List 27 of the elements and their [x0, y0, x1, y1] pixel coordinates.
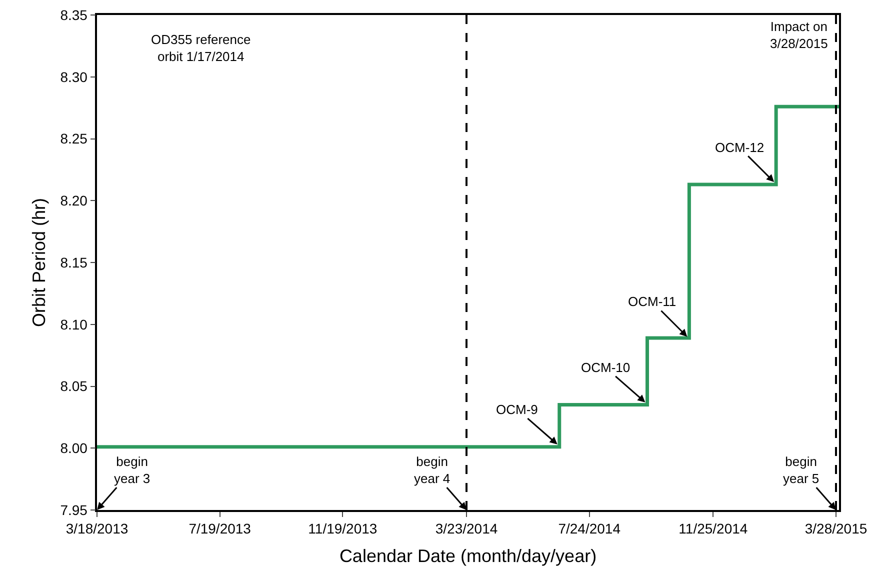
annotation: begin year 3	[114, 454, 150, 486]
annotation: OCM-11	[628, 294, 676, 309]
y-tick-label: 8.10	[60, 316, 88, 332]
x-tick-label: 11/19/2013	[308, 520, 378, 537]
annotation: begin year 4	[414, 454, 450, 486]
y-tick-label: 8.25	[60, 130, 88, 147]
ref-line-label: Impact on 3/28/2015	[770, 19, 828, 51]
annotation: OCM-12	[715, 140, 764, 155]
y-tick-label: 8.00	[60, 440, 88, 456]
x-axis-title: Calendar Date (month/day/year)	[339, 546, 597, 566]
annotation: begin year 5	[783, 454, 820, 486]
x-tick-label: 3/28/2015	[804, 520, 868, 537]
y-tick-label: 8.35	[60, 6, 88, 23]
x-tick-label: 7/24/2014	[558, 520, 621, 537]
y-tick-label: 8.30	[60, 68, 88, 85]
x-tick-label: 3/18/2013	[66, 520, 128, 537]
x-tick-label: 3/23/2014	[435, 520, 498, 537]
x-tick-label: 7/19/2013	[188, 520, 252, 537]
x-tick-label: 11/25/2014	[678, 520, 748, 537]
y-tick-label: 8.05	[60, 378, 88, 394]
y-tick-label: 8.20	[60, 192, 88, 209]
y-tick-label: 7.95	[60, 502, 88, 518]
y-tick-label: 8.15	[60, 254, 88, 270]
annotation: OCM-9	[496, 402, 538, 417]
annotation: OD355 reference orbit 1/17/2014	[151, 32, 251, 64]
y-axis-title: Orbit Period (hr)	[28, 198, 49, 328]
annotation: OCM-10	[581, 360, 630, 375]
